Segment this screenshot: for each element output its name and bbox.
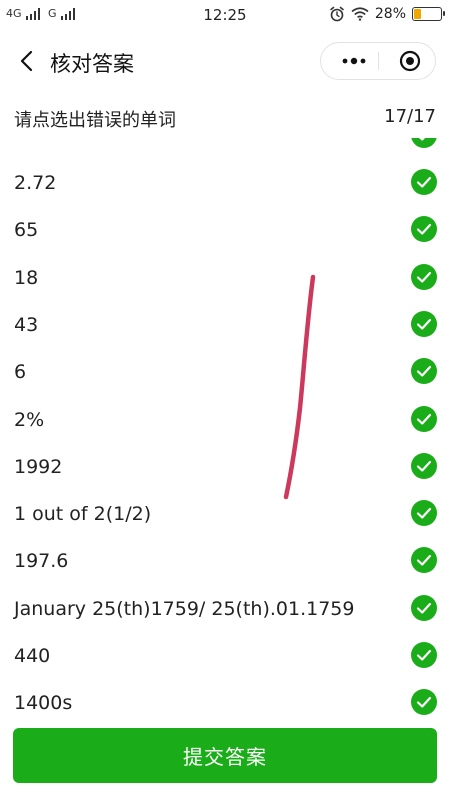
mini-program-capsule — [320, 42, 436, 80]
signal-area: 4G G — [6, 7, 79, 20]
instruction-text: 请点选出错误的单词 — [14, 110, 176, 131]
status-bar: 4G G 12:25 28% — [0, 0, 450, 32]
answer-row[interactable]: 1992 — [0, 444, 450, 491]
answer-text: 197.6 — [14, 550, 69, 573]
question-counter: 17/17 — [384, 106, 436, 127]
check-icon — [411, 642, 437, 668]
answer-row[interactable]: 2% — [0, 397, 450, 444]
answer-row[interactable]: 2.72 — [0, 160, 450, 207]
check-icon — [411, 689, 437, 716]
check-icon — [411, 263, 437, 290]
check-icon — [411, 500, 437, 527]
target-icon — [399, 50, 421, 72]
answer-row[interactable]: 1 out of 2(1/2) — [0, 491, 450, 538]
check-icon — [411, 547, 437, 574]
battery-icon — [412, 7, 445, 21]
more-button[interactable] — [331, 43, 377, 79]
answer-text: January 25(th)1759/ 25(th).01.1759 — [14, 597, 355, 620]
answer-row[interactable]: 18 — [0, 255, 450, 302]
check-icon — [411, 138, 437, 148]
answer-text: 6 — [14, 361, 27, 384]
close-program-button[interactable] — [387, 43, 433, 79]
answer-row[interactable]: 440 — [0, 633, 450, 680]
submit-answers-button[interactable]: 提交答案 — [13, 728, 437, 783]
alarm-icon — [330, 6, 344, 22]
answer-text: 1400s — [14, 692, 73, 715]
answer-text: 2.72 — [14, 172, 57, 194]
status-right: 28% — [329, 6, 445, 22]
signal-bars-icon — [60, 7, 76, 20]
network-type-2: G — [48, 7, 57, 20]
capsule-divider — [378, 52, 379, 70]
answer-row[interactable]: 197.6 — [0, 538, 450, 585]
answer-text: 1992 — [14, 455, 63, 478]
more-dots-icon — [342, 57, 366, 65]
answer-text: 440 — [14, 645, 51, 667]
answer-list: 2.72 65 18 43 6 2% 1992 1 out of 2(1/2) 197.6 Jan… — [0, 138, 450, 723]
page-title: 核对答案 — [50, 52, 134, 76]
answer-row[interactable]: 43 — [0, 302, 450, 349]
back-button[interactable] — [12, 46, 42, 76]
answer-text: 1 out of 2(1/2) — [14, 503, 152, 526]
battery-percent: 28% — [374, 6, 406, 22]
answer-text: 2% — [14, 408, 45, 431]
status-time: 12:25 — [203, 6, 247, 24]
network-type-1: 4G — [6, 7, 22, 20]
signal-bars-icon — [25, 7, 41, 20]
check-icon — [411, 216, 437, 243]
check-icon — [411, 310, 437, 337]
answer-text: 65 — [14, 219, 39, 242]
check-icon — [411, 594, 437, 621]
answer-row[interactable]: 1400s — [0, 680, 450, 723]
back-chevron-icon — [20, 50, 33, 72]
check-icon — [411, 169, 437, 195]
answer-row[interactable]: 6 — [0, 349, 450, 396]
check-icon — [411, 358, 437, 385]
navigation-bar: 核对答案 — [0, 38, 450, 84]
check-icon — [411, 405, 437, 432]
answer-text: 18 — [14, 266, 39, 289]
wifi-icon — [351, 7, 369, 21]
check-icon — [411, 452, 437, 479]
instruction-row: 请点选出错误的单词 17/17 — [0, 98, 450, 138]
answer-row[interactable]: January 25(th)1759/ 25(th).01.1759 — [0, 586, 450, 633]
answer-row[interactable]: 65 — [0, 207, 450, 254]
answer-text: 43 — [14, 313, 39, 336]
